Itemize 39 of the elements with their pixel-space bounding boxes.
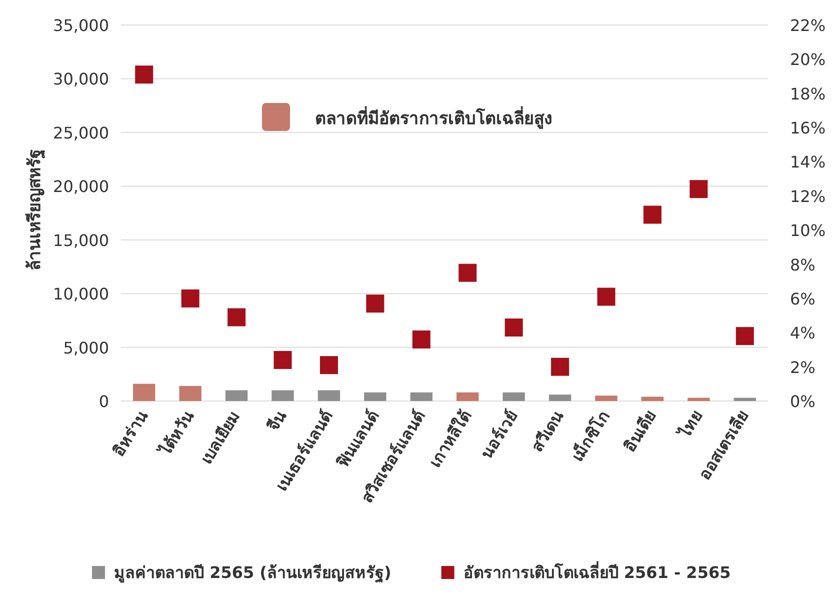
y2-tick-label: 12% — [790, 186, 826, 206]
point — [135, 66, 154, 84]
y2-tick-label: 8% — [790, 255, 816, 274]
y2-tick-label: 20% — [790, 50, 826, 70]
x-tick-label: ไทย — [674, 407, 706, 443]
y-tick-label: 25,000 — [53, 123, 109, 142]
point — [320, 356, 338, 374]
y2-tick-label: 2% — [790, 358, 816, 377]
y2-tick-label: 0% — [790, 392, 816, 411]
point — [181, 289, 200, 308]
y2-tick-label: 6% — [790, 289, 816, 308]
y2-tick-label: 16% — [790, 118, 826, 138]
y-tick-label: 15,000 — [53, 230, 109, 250]
point — [412, 330, 430, 348]
y2-tick-label: 14% — [790, 152, 826, 172]
legend-label: อัตราการเติบโตเฉลี่ยปี 2561 - 2565 — [463, 561, 731, 582]
point — [551, 358, 570, 376]
y-axis-title: ล้านเหรียญสหรัฐ — [24, 150, 46, 270]
y2-tick-label: 22% — [790, 16, 826, 35]
point — [690, 180, 708, 198]
point — [458, 264, 477, 282]
y2-tick-label: 18% — [790, 84, 826, 104]
point — [366, 294, 384, 313]
y-tick-label: 0 — [98, 392, 109, 411]
y-tick-label: 35,000 — [53, 16, 109, 35]
y-tick-label: 30,000 — [53, 70, 109, 89]
legend-label: ตลาดที่มีอัตราการเติบโตเฉลี่ยสูง — [315, 106, 552, 130]
point — [643, 206, 662, 224]
point — [504, 318, 523, 337]
point — [736, 327, 754, 346]
y-tick-label: 5,000 — [63, 338, 109, 358]
y-tick-label: 20,000 — [53, 177, 109, 196]
y2-tick-label: 4% — [790, 324, 816, 343]
y2-tick-label: 10% — [790, 221, 826, 240]
point — [228, 308, 246, 326]
legend-label: มูลค่าตลาดปี 2565 (ล้านเหรียญสหรัฐ) — [114, 563, 392, 584]
point — [597, 288, 616, 306]
y-tick-label: 10,000 — [53, 284, 109, 304]
point — [274, 350, 292, 369]
